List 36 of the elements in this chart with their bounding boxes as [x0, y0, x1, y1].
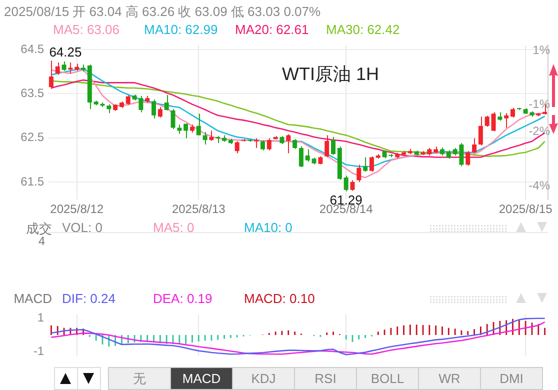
x-tick-label: 2025/8/15 [498, 202, 553, 216]
text: MA20: 62.61 [235, 22, 309, 37]
text: MA5: 0 [153, 220, 194, 235]
text: MA30: 62.42 [326, 22, 400, 37]
y-tick-label: 61.5 [20, 174, 44, 188]
annotation: 64.25 [49, 44, 82, 60]
y-tick-label: 63.5 [20, 86, 44, 100]
text: RSI [294, 367, 357, 390]
text: MACD [170, 367, 233, 390]
y2-tick-label: 1% [532, 42, 550, 57]
y-tick-label: -1 [33, 344, 44, 358]
text: MACD: 0.10 [244, 291, 315, 306]
text: DMI [480, 367, 543, 390]
text: KDJ [232, 367, 295, 390]
text: 成交 [25, 220, 52, 236]
text: MA10: 0 [244, 220, 292, 235]
y2-tick-label: -1% [528, 97, 550, 112]
text: BOLL [356, 367, 419, 390]
y-tick-label: 62.5 [20, 130, 44, 144]
text: MA5: 63.06 [53, 22, 120, 37]
text: VOL: 0 [62, 220, 102, 235]
y2-tick-label: -2% [528, 124, 550, 138]
y-tick-label: 1 [37, 310, 44, 325]
x-tick-label: 2025/8/13 [172, 202, 226, 216]
text: MA10: 62.99 [144, 22, 218, 37]
text: 无 [108, 367, 171, 390]
text: 4 [38, 234, 45, 248]
y2-tick-label: -4% [528, 178, 550, 192]
chart-title: MACD [12, 291, 52, 306]
x-tick-label: 2025/8/12 [50, 202, 104, 216]
text: DEA: 0.19 [153, 291, 212, 306]
series-label: DIF: 0.24 [62, 291, 116, 306]
text: WR [418, 367, 481, 390]
y-tick-label: 64.5 [20, 42, 44, 56]
chart-subtitle: 2025/08/15 开 63.04 高 63.26 收 63.09 低 63.03 0.07% [4, 3, 321, 21]
text: WTI原油 1H [282, 64, 379, 84]
